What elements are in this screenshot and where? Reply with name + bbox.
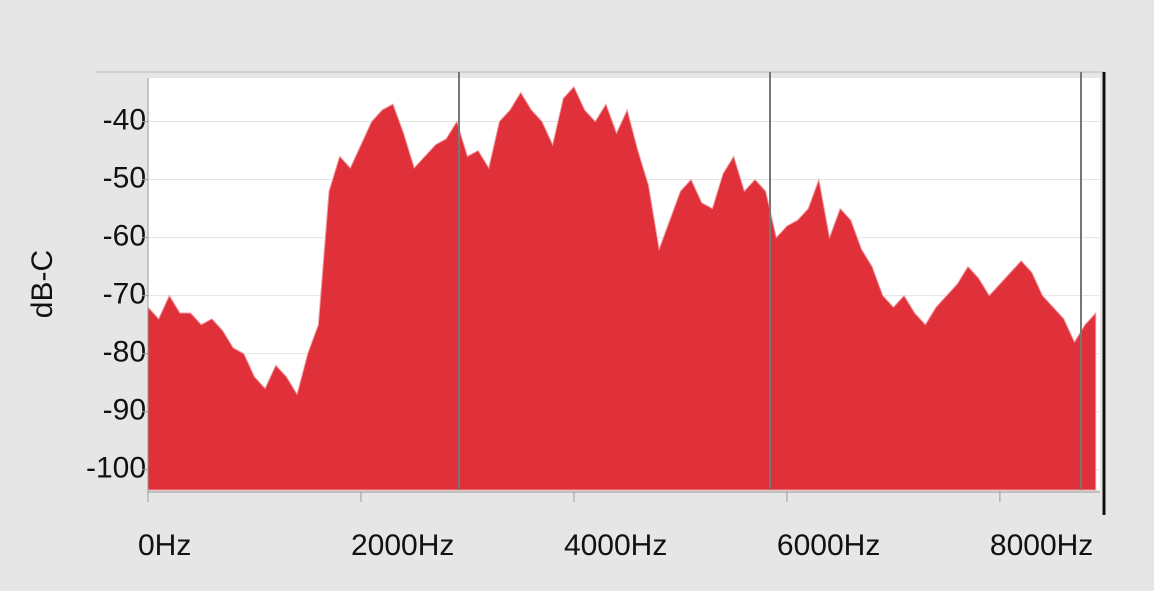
x-tick-label: 8000Hz: [990, 529, 1093, 562]
x-tick-label: 2000Hz: [351, 529, 454, 562]
y-tick-label: -90: [103, 394, 146, 427]
x-tick-label: 0Hz: [138, 529, 191, 562]
spectrum-area: [147, 85, 1097, 491]
y-tick-label: -40: [103, 103, 146, 136]
y-tick-label: -100: [86, 452, 146, 485]
x-tick-label: 6000Hz: [777, 529, 880, 562]
marks: [147, 85, 1097, 491]
y-axis-label: dB-C: [26, 250, 59, 318]
y-tick-label: -80: [103, 336, 146, 369]
y-tick-label: -70: [103, 278, 146, 311]
y-tick-label: -60: [103, 219, 146, 252]
x-tick-label: 4000Hz: [564, 529, 667, 562]
y-tick-label: -50: [103, 161, 146, 194]
